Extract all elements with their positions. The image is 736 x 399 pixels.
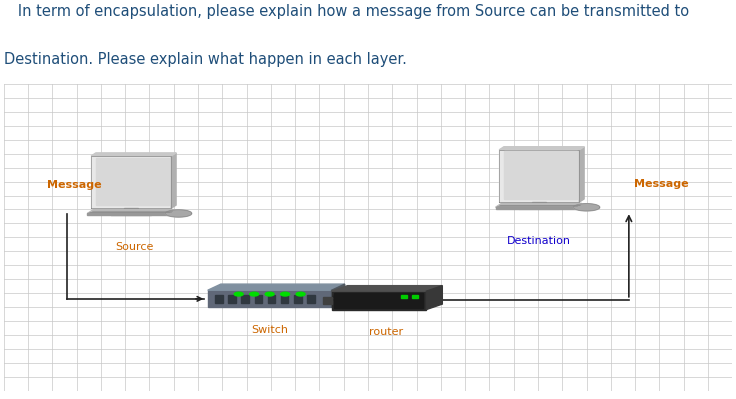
Polygon shape <box>296 292 305 296</box>
Text: In term of encapsulation, please explain how a message from Source can be transm: In term of encapsulation, please explain… <box>4 4 689 19</box>
Polygon shape <box>88 213 168 215</box>
Polygon shape <box>91 153 176 156</box>
Polygon shape <box>499 150 579 202</box>
Polygon shape <box>228 295 236 303</box>
Polygon shape <box>268 295 275 303</box>
Polygon shape <box>280 292 289 296</box>
Text: Message: Message <box>634 179 689 189</box>
Polygon shape <box>294 295 302 303</box>
Text: Message: Message <box>47 180 102 190</box>
Polygon shape <box>495 207 576 209</box>
Polygon shape <box>171 153 176 208</box>
Polygon shape <box>573 204 600 211</box>
Polygon shape <box>250 292 258 296</box>
Polygon shape <box>265 292 274 296</box>
Text: Source: Source <box>116 242 154 252</box>
Polygon shape <box>215 295 222 303</box>
Text: Destination. Please explain what happen in each layer.: Destination. Please explain what happen … <box>4 52 406 67</box>
Polygon shape <box>495 203 581 207</box>
Polygon shape <box>91 156 171 208</box>
Polygon shape <box>499 147 584 150</box>
Polygon shape <box>332 291 426 310</box>
Polygon shape <box>334 293 423 308</box>
Polygon shape <box>111 214 154 215</box>
Polygon shape <box>426 286 442 310</box>
Polygon shape <box>281 295 289 303</box>
Polygon shape <box>323 297 332 304</box>
Polygon shape <box>332 284 344 308</box>
Polygon shape <box>208 284 344 290</box>
Polygon shape <box>124 208 138 214</box>
Text: router: router <box>369 326 403 336</box>
Polygon shape <box>88 209 174 213</box>
Polygon shape <box>166 210 191 217</box>
Text: Switch: Switch <box>251 325 288 335</box>
Polygon shape <box>401 295 406 298</box>
Polygon shape <box>579 147 584 202</box>
Polygon shape <box>234 292 243 296</box>
Text: Destination: Destination <box>507 236 571 246</box>
Polygon shape <box>532 202 546 208</box>
Polygon shape <box>411 295 417 298</box>
Polygon shape <box>519 208 562 209</box>
Polygon shape <box>255 295 262 303</box>
Polygon shape <box>241 295 249 303</box>
Polygon shape <box>332 286 442 291</box>
Polygon shape <box>96 158 169 205</box>
Polygon shape <box>504 152 577 199</box>
Polygon shape <box>307 295 315 303</box>
Polygon shape <box>208 290 332 308</box>
